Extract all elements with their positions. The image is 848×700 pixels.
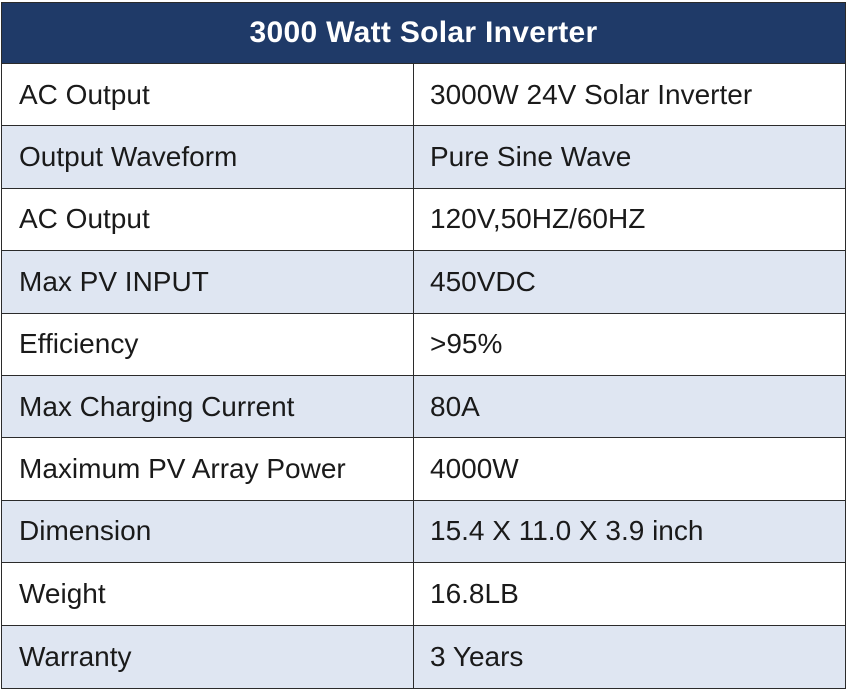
row-value: >95% <box>430 328 503 360</box>
table-row: Maximum PV Array Power 4000W <box>2 438 845 501</box>
row-value: 16.8LB <box>430 577 519 609</box>
row-value: 15.4 X 11.0 X 3.9 inch <box>430 515 704 547</box>
table-title: 3000 Watt Solar Inverter <box>2 3 845 64</box>
row-label: Dimension <box>2 500 414 563</box>
row-label: Output Waveform <box>2 126 414 188</box>
row-label: Weight <box>2 563 414 625</box>
table-row: AC Output 120V,50HZ/60HZ <box>2 188 845 252</box>
table-row: Efficiency >95% <box>2 313 845 376</box>
table-row: AC Output 3000W 24V Solar Inverter <box>2 64 845 127</box>
row-label: Max Charging Current <box>2 375 414 438</box>
row-label: Max PV INPUT <box>2 251 414 313</box>
row-value: 80A <box>430 390 480 422</box>
spec-table: 3000 Watt Solar Inverter AC Output 3000W… <box>1 2 846 689</box>
table-row: Output Waveform Pure Sine Wave <box>2 126 845 189</box>
row-label: Warranty <box>2 625 414 688</box>
row-label: AC Output <box>2 64 414 126</box>
table-row: Max Charging Current 80A <box>2 375 845 439</box>
row-value: 3 Years <box>430 640 524 672</box>
table-row: Warranty 3 Years <box>2 625 845 688</box>
row-label: Maximum PV Array Power <box>2 438 414 500</box>
table-row: Weight 16.8LB <box>2 563 845 626</box>
row-value: 450VDC <box>430 265 536 297</box>
row-label: Efficiency <box>2 313 414 375</box>
table-row: Max PV INPUT 450VDC <box>2 251 845 314</box>
row-label: AC Output <box>2 188 414 251</box>
row-value: Pure Sine Wave <box>430 141 632 173</box>
table-row: Dimension 15.4 X 11.0 X 3.9 inch <box>2 500 845 564</box>
row-value: 4000W <box>430 453 519 485</box>
row-value: 3000W 24V Solar Inverter <box>430 78 753 110</box>
row-value: 120V,50HZ/60HZ <box>430 203 646 235</box>
